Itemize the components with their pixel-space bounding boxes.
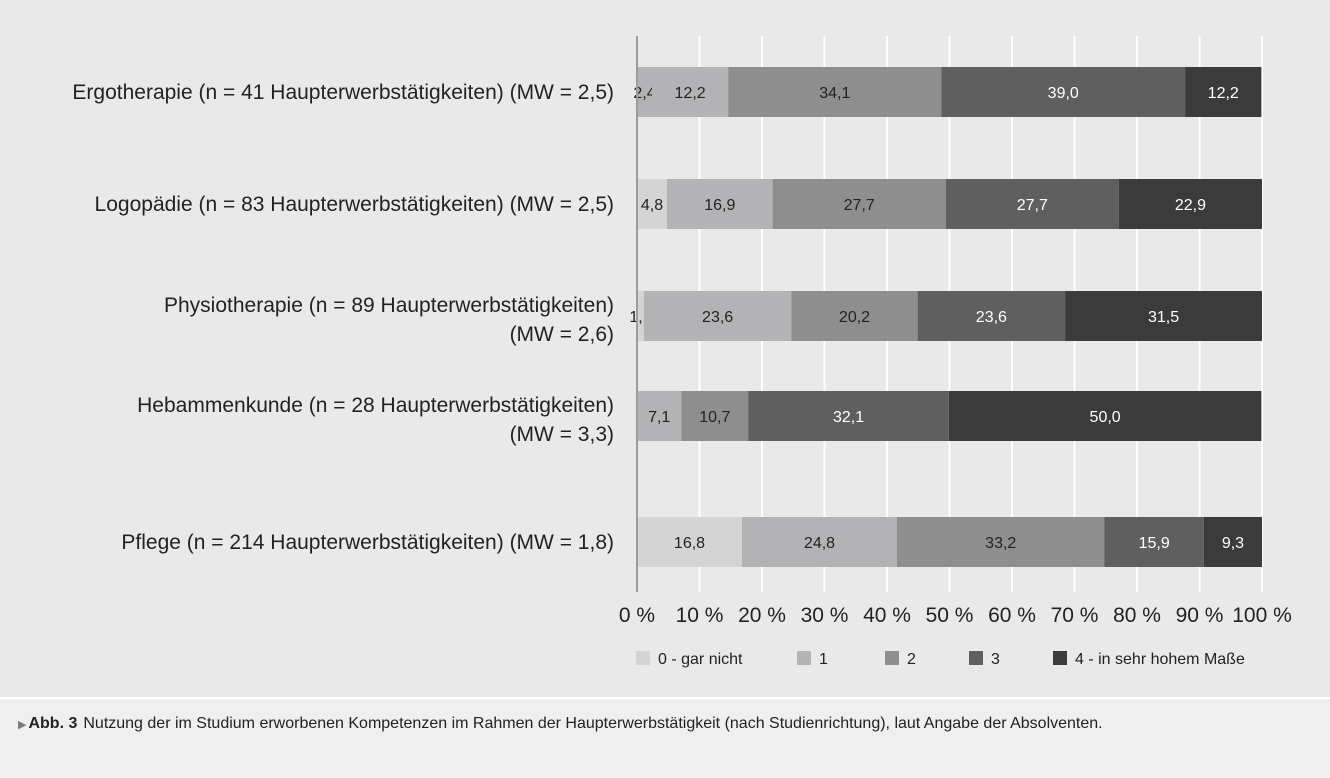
- legend-swatch: [1053, 651, 1067, 665]
- legend-label: 0 - gar nicht: [658, 651, 743, 668]
- caption-text: Nutzung der im Studium erworbenen Kompet…: [83, 715, 1103, 732]
- data-label: 34,1: [819, 85, 850, 102]
- data-label: 12,2: [675, 85, 706, 102]
- bar-segment: [637, 517, 742, 567]
- caption-marker-icon: ▶: [18, 719, 27, 731]
- figure-caption: ▶ Abb. 3 Nutzung der im Studium erworbenen…: [0, 697, 1330, 778]
- bar-segment: [637, 67, 652, 117]
- x-tick-label: 10 %: [676, 604, 724, 627]
- legend-swatch: [797, 651, 811, 665]
- bar-segment: [1203, 517, 1262, 567]
- bar-segment: [728, 67, 942, 117]
- category-label: (MW = 3,3): [510, 423, 614, 446]
- data-label: 27,7: [844, 197, 875, 214]
- legend-label: 4 - in sehr hohem Maße: [1075, 651, 1245, 668]
- bar-segment: [1104, 517, 1204, 567]
- x-tick-label: 100 %: [1232, 604, 1292, 627]
- data-label: 2,4: [633, 85, 655, 102]
- data-label: 12,2: [1208, 85, 1239, 102]
- data-label: 27,7: [1017, 197, 1048, 214]
- data-label: 23,6: [702, 309, 733, 326]
- bar-segment: [941, 67, 1186, 117]
- data-label: 31,5: [1148, 309, 1179, 326]
- x-tick-label: 80 %: [1113, 604, 1161, 627]
- legend-label: 2: [907, 651, 916, 668]
- x-tick-label: 50 %: [926, 604, 974, 627]
- data-label: 39,0: [1048, 85, 1079, 102]
- category-label: Hebammenkunde (n = 28 Haupterwerbstätigk…: [137, 394, 614, 417]
- data-label: 24,8: [804, 535, 835, 552]
- bar-segment: [637, 179, 667, 229]
- data-label: 23,6: [976, 309, 1007, 326]
- bar-segment: [637, 391, 682, 441]
- x-tick-label: 0 %: [619, 604, 655, 627]
- bar-segment: [791, 291, 918, 341]
- data-label: 4,8: [641, 197, 663, 214]
- bar-segment: [681, 391, 749, 441]
- x-tick-label: 60 %: [988, 604, 1036, 627]
- category-label: Pflege (n = 214 Haupterwerbstätigkeiten)…: [121, 531, 614, 554]
- data-label: 16,8: [674, 535, 705, 552]
- bar-segment: [1185, 67, 1262, 117]
- data-label: 15,9: [1139, 535, 1170, 552]
- bar-segment: [948, 391, 1262, 441]
- x-tick-label: 40 %: [863, 604, 911, 627]
- x-tick-label: 30 %: [801, 604, 849, 627]
- bar-segment: [945, 179, 1119, 229]
- data-label: 16,9: [704, 197, 735, 214]
- data-label: 33,2: [985, 535, 1016, 552]
- data-label: 50,0: [1090, 409, 1121, 426]
- bar-segment: [637, 291, 644, 341]
- bar-segment: [1118, 179, 1262, 229]
- data-label: 10,7: [699, 409, 730, 426]
- data-label: 9,3: [1222, 535, 1244, 552]
- x-tick-label: 90 %: [1176, 604, 1224, 627]
- legend-label: 3: [991, 651, 1000, 668]
- data-label: 32,1: [833, 409, 864, 426]
- bar-segment: [897, 517, 1105, 567]
- legend-swatch: [636, 651, 650, 665]
- caption-label: Abb. 3: [28, 715, 78, 732]
- legend-swatch: [885, 651, 899, 665]
- legend-label: 1: [819, 651, 828, 668]
- data-label: 22,9: [1175, 197, 1206, 214]
- bar-segment: [917, 291, 1066, 341]
- data-label: 7,1: [648, 409, 670, 426]
- category-label: Physiotherapie (n = 89 Haupterwerbstätig…: [164, 294, 614, 317]
- category-label: (MW = 2,6): [510, 323, 614, 346]
- x-tick-label: 20 %: [738, 604, 786, 627]
- stacked-bar-chart: 2,4 12,2 34,1 39,0 12,24,8 16,9 27,7 27,7 22,91,…: [72, 36, 1292, 668]
- legend-swatch: [969, 651, 983, 665]
- bar-segment: [748, 391, 949, 441]
- bar-segment: [643, 291, 792, 341]
- bar-segment: [742, 517, 897, 567]
- x-tick-label: 70 %: [1051, 604, 1099, 627]
- bar-segment: [652, 67, 729, 117]
- bar-segment: [772, 179, 946, 229]
- data-label: 20,2: [839, 309, 870, 326]
- bar-segment: [1065, 291, 1262, 341]
- figure-panel: 2,4 12,2 34,1 39,0 12,2 4,8 16,9 27,7 27,7 22,9 1,…: [0, 0, 1330, 697]
- bar-segment: [667, 179, 773, 229]
- caption-text-block: ▶ Abb. 3 Nutzung der im Studium erworbenen…: [18, 711, 1308, 738]
- category-label: Ergotherapie (n = 41 Haupterwerbstätigke…: [72, 81, 614, 104]
- category-label: Logopädie (n = 83 Haupterwerbstätigkeite…: [95, 193, 614, 216]
